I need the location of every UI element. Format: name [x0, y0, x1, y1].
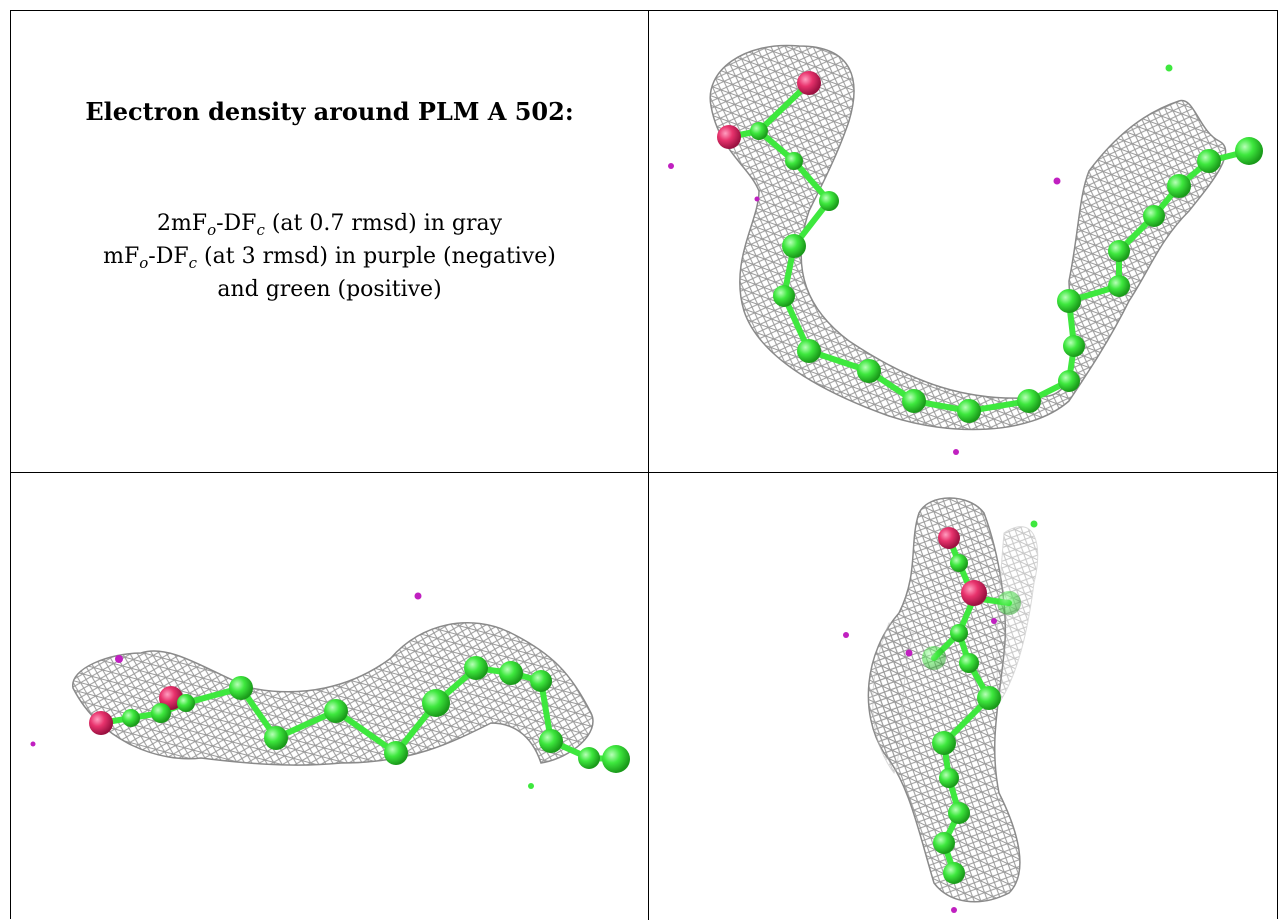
density-view-end [649, 473, 1277, 920]
map-legend: 2mFo-DFc (at 0.7 rmsd) in gray mFo-DFc (… [11, 207, 648, 306]
ligand-atoms [922, 527, 1021, 884]
figure-title: Electron density around PLM A 502: [85, 97, 574, 126]
difference-density-blobs [30, 592, 534, 789]
legend-line-fo-fc: mFo-DFc (at 3 rmsd) in purple (negative) [103, 244, 556, 272]
caption-cell: Electron density around PLM A 502: 2mFo-… [11, 11, 648, 472]
density-render-end [843, 497, 1039, 913]
mesh-2fo-fc [709, 44, 1227, 431]
mesh-2fo-fc [72, 622, 594, 766]
difference-density-blobs [843, 520, 1038, 913]
density-render-side [30, 592, 630, 789]
column-divider [648, 10, 649, 920]
density-render-front [668, 44, 1263, 455]
legend-line-2fo-fc: 2mFo-DFc (at 0.7 rmsd) in gray [156, 211, 503, 239]
ligand-atoms [717, 71, 1263, 423]
density-view-side [11, 473, 648, 920]
difference-density-blobs [668, 64, 1173, 455]
density-view-front [649, 11, 1277, 472]
legend-line-positive: and green (positive) [217, 277, 442, 302]
ligand-atoms [89, 656, 630, 773]
row-divider [10, 472, 1278, 473]
